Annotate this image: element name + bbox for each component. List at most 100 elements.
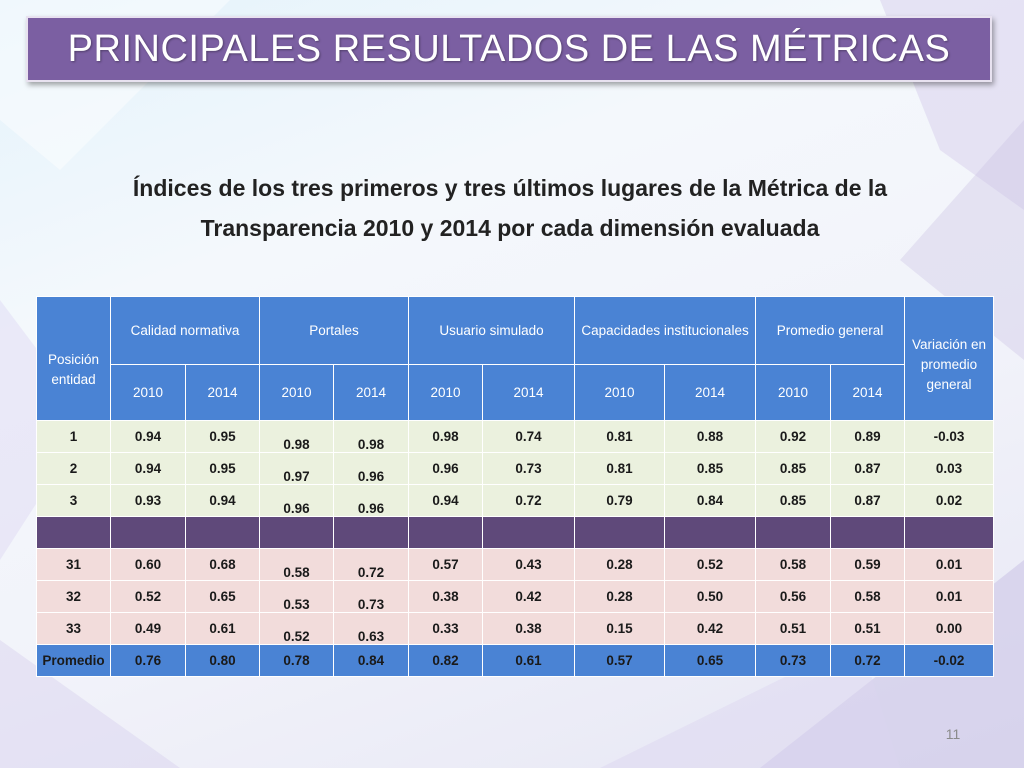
separator-cell [185, 516, 260, 549]
header-capacidades-institucionales: Capacidades institucionales [574, 296, 757, 365]
header-year: 2014 [664, 364, 757, 421]
separator-cell [664, 516, 757, 549]
table-cell: 0.58 [830, 580, 906, 613]
table-row: Promedio 0.76 0.80 0.78 0.84 0.82 0.61 0.57 0.65… [36, 644, 995, 677]
table-cell: 0.94 [110, 452, 186, 485]
table-cell: 0.96 [259, 484, 334, 517]
separator-cell [481, 516, 576, 549]
table-cell: 0.97 [259, 452, 334, 485]
row-label-cell: 2 [36, 452, 111, 485]
table-cell: 0.38 [408, 580, 483, 613]
table-cell: 0.42 [481, 580, 576, 613]
header-variacion: Variación en promedio general [904, 296, 995, 421]
table-cell: 0.79 [574, 484, 666, 517]
row-label-cell: 33 [36, 612, 111, 645]
table-cell: 0.80 [185, 644, 260, 677]
subtitle-line-2: Transparencia 2010 y 2014 por cada dimen… [200, 215, 820, 241]
table-cell: 0.92 [755, 420, 832, 453]
header-calidad-normativa: Calidad normativa [110, 296, 260, 365]
table-cell: 0.61 [185, 612, 260, 645]
header-year: 2014 [185, 364, 260, 421]
row-label-cell: 1 [36, 420, 111, 453]
table-cell: 0.76 [110, 644, 186, 677]
table-cell: 0.49 [110, 612, 186, 645]
header-position: Posición entidad [36, 296, 111, 421]
separator-cell [755, 516, 832, 549]
table-cell: 0.01 [904, 548, 995, 581]
table-cell: 0.28 [574, 548, 666, 581]
table-cell: 0.96 [333, 484, 409, 517]
table-cell: 0.89 [830, 420, 906, 453]
separator-cell [333, 516, 409, 549]
table-cell: 0.88 [664, 420, 757, 453]
table-cell: 0.38 [481, 612, 576, 645]
table-cell: 0.85 [755, 452, 832, 485]
table-cell: 0.95 [185, 420, 260, 453]
header-year: 2010 [755, 364, 832, 421]
table-row: 31 0.60 0.68 0.58 0.72 0.57 0.43 0.28 0.52 0.58 0.… [36, 548, 995, 581]
table-cell: 0.85 [664, 452, 757, 485]
table-cell: 0.84 [664, 484, 757, 517]
table-cell: 0.82 [408, 644, 483, 677]
table-cell: 0.65 [664, 644, 757, 677]
table-cell: 0.03 [904, 452, 995, 485]
header-promedio-general: Promedio general [755, 296, 906, 365]
table-cell: 0.73 [333, 580, 409, 613]
table-cell: 0.53 [259, 580, 334, 613]
row-label-cell: 32 [36, 580, 111, 613]
table-cell: 0.72 [333, 548, 409, 581]
table-cell: 0.28 [574, 580, 666, 613]
table-cell: 0.81 [574, 420, 666, 453]
table-cell: 0.94 [408, 484, 483, 517]
table-cell: 0.59 [830, 548, 906, 581]
table-row: 2 0.94 0.95 0.97 0.96 0.96 0.73 0.81 0.85 0.85 0.8… [36, 452, 995, 485]
table-cell: 0.58 [755, 548, 832, 581]
table-cell: 0.93 [110, 484, 186, 517]
table-cell: 0.87 [830, 452, 906, 485]
table-cell: 0.84 [333, 644, 409, 677]
table-cell: 0.96 [408, 452, 483, 485]
table-cell: 0.51 [755, 612, 832, 645]
table-cell: 0.96 [333, 452, 409, 485]
table-cell: 0.33 [408, 612, 483, 645]
table-cell: 0.94 [185, 484, 260, 517]
table-cell: 0.50 [664, 580, 757, 613]
table-cell: 0.98 [259, 420, 334, 453]
header-year: 2010 [408, 364, 483, 421]
table-cell: 0.68 [185, 548, 260, 581]
table-cell: 0.87 [830, 484, 906, 517]
separator-cell [408, 516, 483, 549]
separator-cell [110, 516, 186, 549]
table-cell: 0.94 [110, 420, 186, 453]
table-cell: 0.73 [481, 452, 576, 485]
table-cell: 0.02 [904, 484, 995, 517]
table-cell: 0.65 [185, 580, 260, 613]
row-label-cell: 3 [36, 484, 111, 517]
header-usuario-simulado: Usuario simulado [407, 296, 576, 365]
separator-cell [904, 516, 995, 549]
table-cell: -0.02 [904, 644, 995, 677]
table-cell: 0.72 [481, 484, 576, 517]
table-cell: 0.42 [664, 612, 757, 645]
header-year: 2010 [259, 364, 334, 421]
table-cell: 0.56 [755, 580, 832, 613]
page-number: 11 [945, 726, 961, 742]
table-cell: -0.03 [904, 420, 995, 453]
table-cell: 0.98 [408, 420, 483, 453]
header-year: 2014 [333, 364, 409, 421]
table-cell: 0.73 [755, 644, 832, 677]
table-cell: 0.63 [333, 612, 409, 645]
slide-subtitle: Índices de los tres primeros y tres últi… [60, 168, 960, 248]
table-cell: 0.60 [110, 548, 186, 581]
table-row: 3 0.93 0.94 0.96 0.96 0.94 0.72 0.79 0.84 0.85 0.8… [36, 484, 995, 517]
table-row: 32 0.52 0.65 0.53 0.73 0.38 0.42 0.28 0.50 0.56 0.… [36, 580, 995, 613]
subtitle-line-1: Índices de los tres primeros y tres últi… [132, 175, 888, 201]
table-cell: 0.00 [904, 612, 995, 645]
table-cell: 0.43 [481, 548, 576, 581]
table-cell: 0.61 [481, 644, 576, 677]
header-year: 2010 [110, 364, 186, 421]
table-cell: 0.57 [408, 548, 483, 581]
title-bar: PRINCIPALES RESULTADOS DE LAS MÉTRICAS [26, 16, 992, 82]
table-cell: 0.95 [185, 452, 260, 485]
table-cell: 0.98 [333, 420, 409, 453]
